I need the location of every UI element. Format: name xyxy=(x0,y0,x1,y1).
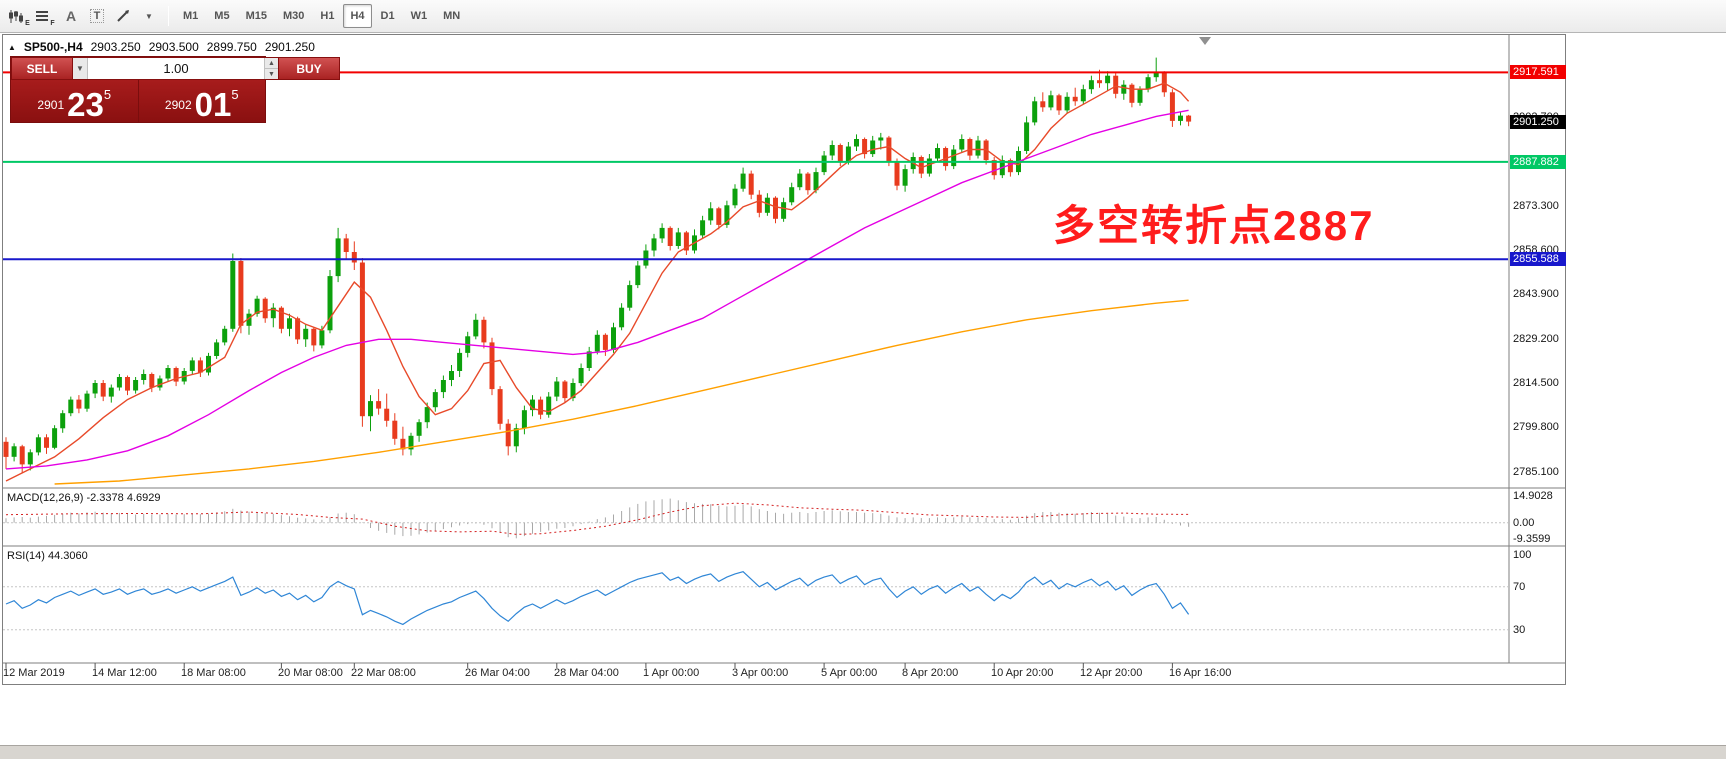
main-toolbar: E F A T ▼ M1 M5 M15 M30 H1 H4 D1 W1 MN xyxy=(0,0,1726,33)
timeframe-button-h4[interactable]: H4 xyxy=(343,4,372,28)
volume-field-wrap: ▼ ▲ ▼ xyxy=(73,57,278,80)
price-level-badge: 2887.882 xyxy=(1510,155,1566,169)
rsi-axis-label: 30 xyxy=(1513,624,1526,636)
rsi-panel-splitter[interactable] xyxy=(2,544,1566,549)
price-grid-label: 2814.500 xyxy=(1513,377,1559,389)
timeframe-button-m15[interactable]: M15 xyxy=(245,10,267,22)
ohlc-header: ▲ SP500-,H4 2903.250 2903.500 2899.750 2… xyxy=(8,40,315,54)
label-tool-button[interactable]: T xyxy=(85,4,109,28)
bid-price-big: 23 xyxy=(67,86,104,123)
price-level-badge: 2917.591 xyxy=(1510,65,1566,79)
price-level-badge: 2855.588 xyxy=(1510,252,1566,266)
timeframe-button-d1[interactable]: D1 xyxy=(380,10,395,22)
chart-annotation-text[interactable]: 多空转折点2887 xyxy=(1053,202,1375,249)
timeframe-button-m30[interactable]: M30 xyxy=(282,10,305,22)
time-axis-label: 26 Mar 04:00 xyxy=(465,667,530,679)
price-axis[interactable] xyxy=(1510,35,1566,663)
bid-price-button[interactable]: 2901 23 5 xyxy=(11,80,139,122)
macd-axis-label: -9.3599 xyxy=(1513,533,1551,545)
bid-price-prefix: 2901 xyxy=(37,98,65,112)
price-grid-label: 2785.100 xyxy=(1513,466,1559,478)
rsi-axis-label: 70 xyxy=(1513,581,1526,593)
timeframe-button-h1[interactable]: H1 xyxy=(320,10,335,22)
current-price-badge: 2901.250 xyxy=(1510,115,1566,129)
candlestick-chart-icon xyxy=(8,9,24,24)
indicator-list-button[interactable]: F xyxy=(33,4,57,28)
volume-step-up-button[interactable]: ▲ xyxy=(265,58,278,69)
timeframe-button-mn[interactable]: MN xyxy=(443,10,461,22)
ask-price-prefix: 2902 xyxy=(164,98,192,112)
volume-input[interactable] xyxy=(88,58,264,79)
time-axis-label: 18 Mar 08:00 xyxy=(181,667,246,679)
time-axis-label: 12 Mar 2019 xyxy=(3,667,65,679)
candlestick-chart-tool-button[interactable]: E xyxy=(7,4,31,28)
price-grid-label: 2799.800 xyxy=(1513,421,1559,433)
drawing-tools-dropdown-button[interactable]: ▼ xyxy=(137,4,161,28)
chart-symbol-icon: ▲ xyxy=(8,42,16,52)
time-axis-label: 14 Mar 12:00 xyxy=(92,667,157,679)
toolbar-separator xyxy=(168,6,169,26)
sell-button[interactable]: SELL xyxy=(11,57,73,80)
time-axis-label: 20 Mar 08:00 xyxy=(278,667,343,679)
time-axis-label: 12 Apr 20:00 xyxy=(1080,667,1143,679)
text-tool-button[interactable]: A xyxy=(59,4,83,28)
indicator-list-icon-sub: F xyxy=(50,20,55,27)
timeframe-button-m5[interactable]: M5 xyxy=(214,10,230,22)
time-axis-label: 10 Apr 20:00 xyxy=(991,667,1054,679)
time-axis-label: 28 Mar 04:00 xyxy=(554,667,619,679)
timeframe-toolbar: M1 M5 M15 M30 H1 H4 D1 W1 MN xyxy=(175,4,468,28)
price-grid-label: 2829.200 xyxy=(1513,333,1559,345)
time-axis-label: 8 Apr 20:00 xyxy=(902,667,959,679)
price-grid-label: 2873.300 xyxy=(1513,200,1559,212)
macd-indicator-label: MACD(12,26,9) -2.3378 4.6929 xyxy=(7,492,161,504)
rsi-indicator-label: RSI(14) 44.3060 xyxy=(7,550,88,562)
ask-price-sup: 5 xyxy=(231,87,239,102)
indicator-list-icon xyxy=(35,10,49,23)
time-axis-label: 16 Apr 16:00 xyxy=(1169,667,1232,679)
macd-axis-label: 0.00 xyxy=(1513,517,1535,529)
text-tool-icon: A xyxy=(65,8,77,24)
time-axis-label: 5 Apr 00:00 xyxy=(821,667,878,679)
ask-price-button[interactable]: 2902 01 5 xyxy=(139,80,266,122)
trendline-tool-button[interactable] xyxy=(111,4,135,28)
timeframe-button-m1[interactable]: M1 xyxy=(183,10,199,22)
close-value: 2901.250 xyxy=(264,40,315,54)
time-axis-label: 1 Apr 00:00 xyxy=(643,667,700,679)
candlestick-chart-icon-sub: E xyxy=(25,20,30,27)
time-axis-label: 3 Apr 00:00 xyxy=(732,667,789,679)
volume-dropdown-button[interactable]: ▼ xyxy=(73,58,88,79)
status-bar xyxy=(0,745,1726,759)
high-value: 2903.500 xyxy=(148,40,199,54)
label-tool-icon: T xyxy=(89,9,105,23)
ask-price-big: 01 xyxy=(194,86,232,123)
bid-price-sup: 5 xyxy=(103,87,112,102)
volume-stepper: ▲ ▼ xyxy=(264,58,278,79)
symbol-period-label: SP500-,H4 xyxy=(23,40,83,54)
timeframe-button-w1[interactable]: W1 xyxy=(410,10,428,22)
volume-step-down-button[interactable]: ▼ xyxy=(265,69,278,79)
time-axis-label: 22 Mar 08:00 xyxy=(351,667,416,679)
macd-panel-splitter[interactable] xyxy=(2,486,1566,491)
low-value: 2899.750 xyxy=(206,40,257,54)
price-grid-label: 2843.900 xyxy=(1513,288,1559,300)
rsi-axis-label: 100 xyxy=(1513,549,1532,561)
chevron-down-icon: ▼ xyxy=(145,11,153,21)
trendline-tool-icon xyxy=(116,9,131,23)
one-click-trade-panel: SELL ▼ ▲ ▼ BUY 2901 23 5 2902 01 5 xyxy=(10,56,340,123)
macd-axis-label: 14.9028 xyxy=(1513,490,1553,502)
buy-button[interactable]: BUY xyxy=(278,57,340,80)
chevron-down-icon: ▼ xyxy=(76,64,84,73)
open-value: 2903.250 xyxy=(90,40,141,54)
chart-plot-area[interactable] xyxy=(3,35,1508,663)
